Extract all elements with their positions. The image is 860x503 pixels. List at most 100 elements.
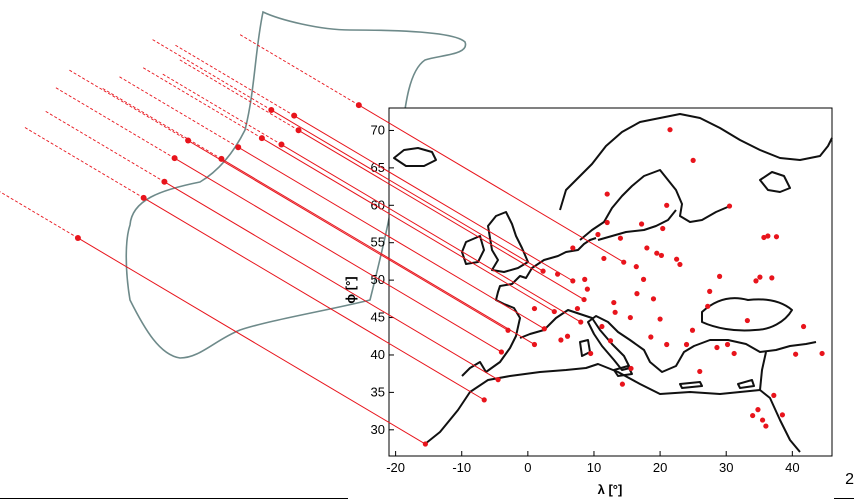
station-point — [683, 341, 690, 348]
projection-line-solid — [221, 158, 535, 345]
projection-line-solid — [298, 129, 585, 301]
station-point — [628, 365, 634, 372]
x-tick-label: -10 — [452, 460, 471, 475]
projection-line-solid — [187, 140, 509, 331]
projection-line-dashed — [150, 38, 272, 111]
projection-line-dashed — [0, 191, 79, 239]
station-point — [611, 299, 617, 306]
projection-line-solid — [164, 181, 499, 381]
station-point — [773, 234, 780, 240]
station-point — [578, 319, 584, 325]
projection-line-solid — [271, 109, 544, 272]
projection-line-dashed — [67, 68, 189, 141]
station-point — [769, 275, 775, 281]
station-point — [697, 368, 703, 375]
station-point — [564, 333, 571, 339]
station-points — [422, 127, 825, 447]
station-point — [627, 314, 633, 321]
station-point — [555, 271, 561, 277]
y-tick-label: 40 — [371, 347, 385, 362]
coast-baltic — [597, 209, 677, 241]
coast-africa — [424, 363, 801, 453]
coast-sweden-finland — [579, 169, 731, 241]
x-tick-label: 20 — [653, 460, 667, 475]
y-tick-label: 30 — [371, 422, 385, 437]
projected-point — [171, 155, 178, 162]
projected-point — [268, 106, 275, 113]
y-tick-label: 70 — [371, 122, 385, 137]
station-point — [541, 326, 547, 332]
station-point — [595, 231, 601, 238]
station-point — [540, 268, 546, 274]
station-point — [763, 423, 769, 429]
coast-white-sea — [759, 171, 791, 193]
station-point — [634, 291, 640, 297]
station-point — [667, 127, 673, 133]
station-point — [619, 381, 626, 387]
station-point — [570, 245, 576, 251]
station-point — [757, 274, 763, 280]
projected-point — [355, 102, 362, 109]
station-point — [677, 261, 683, 268]
station-point — [793, 351, 799, 357]
projected-point — [185, 137, 192, 144]
station-point — [570, 278, 576, 284]
footer-rule-left — [0, 498, 348, 499]
station-point — [531, 305, 538, 312]
page-number: 2 — [845, 471, 854, 488]
x-tick-label: 30 — [719, 460, 733, 475]
station-point — [761, 234, 767, 241]
projection-line-dashed — [117, 75, 239, 148]
station-point — [612, 309, 618, 315]
projection-surface-outline — [125, 10, 467, 359]
station-point — [779, 412, 786, 418]
station-point — [574, 305, 581, 312]
projected-point — [161, 178, 168, 185]
station-point — [744, 317, 750, 324]
station-point — [759, 417, 766, 423]
projected-point — [235, 144, 242, 151]
station-point — [674, 256, 680, 262]
projection-line-dashed — [177, 58, 299, 131]
station-point — [714, 344, 720, 351]
coastlines — [393, 113, 833, 453]
station-point — [582, 276, 588, 282]
station-point — [664, 202, 670, 208]
station-point — [753, 278, 759, 284]
coast-great-britain — [487, 211, 529, 273]
station-point — [664, 341, 670, 348]
station-point — [604, 219, 610, 226]
projection-line-solid — [174, 157, 502, 353]
station-point — [690, 157, 696, 163]
projected-point — [278, 141, 285, 148]
y-axis-label: ϕ [°] — [343, 276, 358, 303]
coast-scandinavia — [559, 113, 833, 211]
projection-line-solid — [358, 104, 624, 263]
projection-line-solid — [143, 197, 485, 401]
station-point — [422, 441, 428, 447]
station-point — [505, 327, 511, 333]
station-point — [689, 327, 696, 333]
projection-line-dashed — [160, 72, 282, 145]
coast-iberia-france — [461, 237, 597, 377]
projection-line-solid — [281, 144, 582, 323]
projection-line-solid — [237, 146, 545, 330]
projected-point — [295, 127, 302, 134]
station-point — [604, 191, 610, 197]
station-point — [644, 245, 650, 251]
station-point — [716, 273, 723, 279]
station-point — [707, 288, 713, 294]
station-point — [601, 255, 607, 262]
footer-rule-right — [834, 498, 854, 499]
station-point — [498, 349, 505, 355]
projection-line-dashed — [100, 87, 222, 160]
station-point — [705, 303, 711, 309]
projection-line-solid — [261, 137, 555, 312]
projected-point — [140, 194, 147, 201]
x-axis-label: λ [°] — [598, 482, 623, 497]
station-point — [657, 316, 663, 322]
y-tick-label: 50 — [371, 272, 385, 287]
x-tick-label: 0 — [524, 460, 531, 475]
coast-cyprus — [737, 379, 755, 389]
projected-point — [258, 135, 265, 142]
